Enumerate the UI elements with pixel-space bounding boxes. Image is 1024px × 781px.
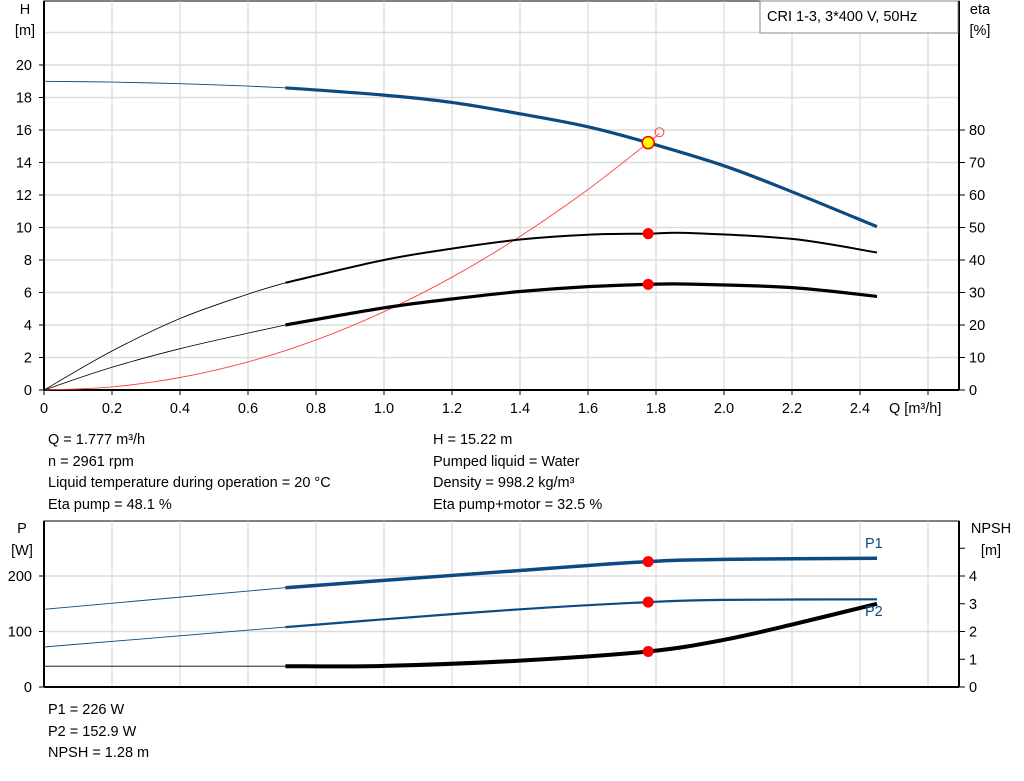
npsh-duty-marker [642, 645, 654, 657]
pumped-liquid: Pumped liquid = Water [433, 453, 580, 470]
p2-thin [43, 626, 286, 648]
y2-axis-label: NPSH [971, 521, 1011, 537]
eta-pump-motor-curve [285, 282, 878, 327]
y2-axis-unit: [%] [970, 23, 991, 39]
power-info: P1 = 226 W P2 = 152.9 W NPSH = 1.28 m [48, 700, 149, 765]
p1-series-label: P1 [865, 536, 883, 552]
x-tick-label: 0.4 [170, 401, 190, 417]
y2-tick-label: 70 [969, 156, 985, 172]
y2-tick-label: 20 [969, 318, 985, 334]
x-tick-label: 0.6 [238, 401, 258, 417]
x-tick-label: 2.0 [714, 401, 734, 417]
x-tick-label: 1.0 [374, 401, 394, 417]
y2-tick-label: 60 [969, 188, 985, 204]
y-tick-label: 0 [24, 680, 32, 696]
x-tick-label: 1.6 [578, 401, 598, 417]
y-tick-label: 8 [24, 253, 32, 269]
y2-tick-label: 2 [969, 625, 977, 641]
x-tick-label: 1.2 [442, 401, 462, 417]
p2-duty-marker [642, 596, 654, 608]
p1-value: P1 = 226 W [48, 702, 125, 718]
x-axis-label: Q [m³/h] [889, 401, 941, 417]
y2-tick-label: 30 [969, 286, 985, 302]
y-tick-label: 20 [16, 58, 32, 74]
head-curve [285, 86, 878, 229]
x-tick-label: 0 [40, 401, 48, 417]
head-thin [43, 80, 286, 89]
legend-text: CRI 1-3, 3*400 V, 50Hz [767, 9, 917, 25]
head-value: H = 15.22 m [433, 432, 513, 448]
eta-pump-thin [43, 282, 286, 391]
system-end-marker [654, 127, 665, 138]
y2-tick-label: 1 [969, 652, 977, 668]
npsh-value: NPSH = 1.28 m [48, 745, 150, 761]
y-tick-label: 16 [16, 123, 32, 139]
flow-value: Q = 1.777 m³/h [48, 432, 146, 448]
y-tick-label: 12 [16, 188, 32, 204]
y-tick-label: 4 [24, 318, 32, 334]
operating-info-left: Q = 1.777 m³/h n = 2961 rpm Liquid tempe… [48, 430, 331, 516]
y-axis-label: H [20, 2, 30, 18]
p1-curve [285, 556, 878, 590]
y-axis-unit: [W] [11, 543, 33, 559]
liquid-temperature: Liquid temperature during operation = 20… [48, 475, 331, 491]
y2-axis-unit: [m] [981, 543, 1001, 559]
y-tick-label: 18 [16, 91, 32, 107]
p1-duty-marker [642, 556, 654, 568]
y-tick-label: 100 [8, 625, 32, 641]
y-tick-label: 2 [24, 351, 32, 367]
eta-pump-motor-value: Eta pump+motor = 32.5 % [433, 496, 603, 513]
y-tick-label: 0 [24, 383, 32, 399]
y2-axis-label: eta [970, 2, 991, 18]
p1-thin [43, 587, 286, 610]
y-tick-label: 200 [8, 569, 32, 585]
p2-curve [285, 598, 878, 629]
system-curve [43, 132, 660, 391]
y-axis-label: P [17, 521, 27, 537]
x-tick-label: 0.8 [306, 401, 326, 417]
y2-tick-label: 3 [969, 597, 977, 613]
density-value: Density = 998.2 kg/m³ [433, 475, 575, 491]
eta-pump-curve [285, 231, 878, 284]
p2-value: P2 = 152.9 W [48, 723, 137, 740]
legend-box [759, 0, 959, 34]
duty-point-marker [641, 135, 655, 150]
speed-value: n = 2961 rpm [48, 453, 134, 470]
y2-tick-label: 80 [969, 123, 985, 139]
x-tick-label: 2.4 [850, 401, 870, 417]
eta-pump-motor-duty-marker [642, 278, 654, 290]
y-tick-label: 6 [24, 286, 32, 302]
x-tick-label: 2.2 [782, 401, 802, 417]
y-axis-unit: [m] [15, 23, 35, 39]
eta-pump-motor-thin [43, 324, 286, 391]
y2-tick-label: 0 [969, 680, 977, 696]
y-tick-label: 10 [16, 221, 32, 237]
p2-series-label: P2 [865, 604, 883, 620]
operating-info-right: H = 15.22 m Pumped liquid = Water Densit… [433, 430, 602, 516]
y-tick-label: 14 [16, 156, 32, 172]
x-tick-label: 1.8 [646, 401, 666, 417]
x-tick-label: 1.4 [510, 401, 530, 417]
npsh-curve [285, 601, 878, 669]
y2-tick-label: 0 [969, 383, 977, 399]
plot-area-bottom [43, 520, 960, 688]
eta-pump-value: Eta pump = 48.1 % [48, 496, 172, 513]
eta-pump-duty-marker [642, 228, 654, 240]
y2-tick-label: 50 [969, 221, 985, 237]
y2-tick-label: 40 [969, 253, 985, 269]
y2-tick-label: 4 [969, 569, 977, 585]
x-tick-label: 0.2 [102, 401, 122, 417]
y2-tick-label: 10 [969, 351, 985, 367]
